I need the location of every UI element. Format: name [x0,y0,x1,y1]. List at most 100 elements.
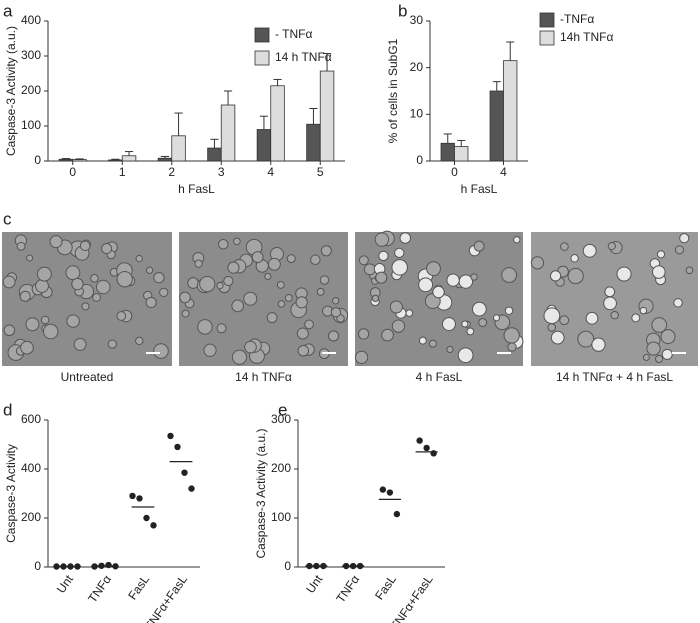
cell [471,301,487,317]
cell [570,254,579,263]
y-axis-label: Caspase-3 Activity (a.u.) [254,428,268,558]
cell [547,323,557,332]
y-tick-label: 400 [21,461,41,475]
cell [66,314,80,328]
cell [331,297,340,305]
point [105,561,112,569]
y-tick-label: 200 [21,510,41,524]
y-tick-label: 0 [284,559,291,573]
cell [95,279,111,295]
x-axis-label: h FasL [461,182,498,196]
cell [20,340,34,355]
cell [316,287,325,296]
cell [391,319,406,333]
cell [378,250,389,262]
cell [145,266,154,274]
cell [418,336,427,345]
cell [266,312,278,324]
y-tick-label: 0 [416,153,423,167]
cell [428,339,437,348]
cell [284,293,293,302]
cell [135,254,143,263]
cell [607,241,616,251]
y-tick-label: 400 [21,13,41,27]
cell [559,315,570,326]
cell [654,354,664,364]
cell [371,294,380,303]
cell [116,271,133,288]
point [136,495,143,502]
panel-label: a [3,1,13,20]
x-tick-label: 1 [119,165,126,179]
cell [153,343,169,359]
micrograph-caption: 4 h FasL [416,370,463,384]
cell [286,254,296,264]
cell [399,232,412,244]
point [379,486,387,493]
cell [227,261,240,274]
point [167,432,174,440]
y-axis-label: Caspase-3 Activity (a.u.) [4,26,18,156]
x-tick-label: 3 [218,165,225,179]
cell [432,285,445,299]
cell [507,342,517,352]
point [150,522,157,529]
cell [244,340,257,354]
cell [187,277,199,289]
cell [42,323,59,340]
y-tick-label: 30 [410,13,424,27]
cell [101,243,113,255]
cell [577,330,595,348]
cell [660,329,676,345]
micrograph-caption: Untreated [61,370,114,384]
point [91,563,98,570]
bar [256,129,272,162]
cell [582,243,597,258]
x-tick-label: 4 [267,165,274,179]
cell [363,263,376,276]
legend-label: 14 h TNFα [275,50,332,64]
bar [270,85,285,162]
cell [231,349,248,365]
cell [374,232,390,247]
cell [179,291,191,304]
y-tick-label: 100 [271,510,291,524]
cell [591,337,606,352]
cell [197,319,213,335]
point [143,514,150,522]
x-tick-label: 0 [451,165,458,179]
cell [304,319,314,330]
bar [72,159,87,162]
cell [297,345,310,357]
cell [661,348,673,360]
cell [26,254,34,262]
cell [631,313,641,323]
point [386,489,394,496]
y-axis-label: Caspase-3 Activity [4,444,18,543]
panel-label: c [3,209,12,228]
legend-swatch [539,12,555,28]
legend-swatch [539,30,555,46]
point [188,485,195,492]
legend-swatch [254,27,270,43]
bar [157,157,173,162]
cell [357,328,370,340]
point [129,492,136,500]
cell [478,318,488,328]
cell [504,306,514,315]
cell [656,250,666,259]
cell [116,311,127,321]
y-tick-label: 100 [21,118,41,132]
cell [550,330,565,345]
cell [320,245,332,257]
cell [295,296,308,309]
panel-label: b [398,1,407,20]
cell [418,277,434,293]
bar [489,90,504,162]
cell [543,307,561,325]
cell [646,341,661,356]
cell [358,255,369,266]
cell [145,296,157,309]
y-tick-label: 600 [21,412,41,426]
